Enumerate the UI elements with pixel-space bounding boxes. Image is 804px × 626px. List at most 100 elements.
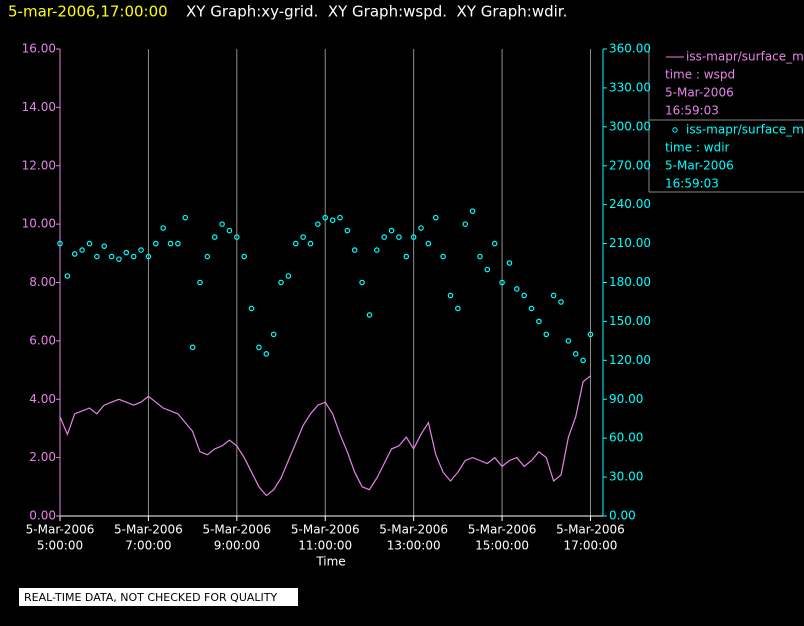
- y2-tick-label: 30.00: [609, 470, 643, 484]
- wdir-point: [528, 305, 535, 312]
- wdir-point: [440, 253, 446, 260]
- x-tick-label: 5-Mar-2006: [26, 523, 95, 537]
- y-tick-label: 12.00: [22, 158, 56, 172]
- y2-tick-label: 300.00: [609, 119, 651, 133]
- x-axis-label: Time: [315, 555, 345, 569]
- wdir-point: [499, 279, 505, 286]
- legend-detail: 16:59:03: [665, 177, 719, 191]
- wdir-point: [175, 240, 181, 247]
- wdir-point: [565, 338, 572, 344]
- x-tick-label: 5-Mar-2006: [291, 523, 360, 537]
- wdir-point: [64, 273, 71, 279]
- wdir-point: [558, 299, 564, 305]
- wdir-point: [160, 225, 166, 231]
- chart-title: 5-mar-2006,17:00:00: [8, 3, 168, 21]
- wdir-point: [580, 357, 586, 364]
- wdir-point: [256, 344, 262, 351]
- x-tick-label: 5-Mar-2006: [379, 523, 448, 537]
- wdir-point: [536, 318, 542, 325]
- legend-detail: time : wspd: [665, 68, 735, 82]
- note-box: [19, 588, 298, 606]
- x-tick-label: 5-Mar-2006: [114, 523, 183, 537]
- note: REAL-TIME DATA, NOT CHECKED FOR QUALITY: [24, 591, 278, 604]
- wdir-point: [315, 221, 321, 227]
- wdir-point: [292, 240, 299, 247]
- wdir-point: [234, 234, 240, 240]
- wdir-point: [521, 292, 527, 299]
- wdir-point: [587, 331, 594, 338]
- wdir-point: [374, 247, 380, 253]
- wdir-point: [329, 217, 336, 224]
- legend-swatch: [672, 127, 678, 133]
- wdir-point: [182, 214, 189, 221]
- x-tick-label: 5-Mar-2006: [468, 523, 537, 537]
- wdir-point: [116, 256, 122, 262]
- wdir-point: [189, 344, 196, 351]
- wdir-point: [138, 247, 144, 253]
- y2-tick-label: 0.00: [609, 509, 636, 523]
- wdir-point: [418, 225, 424, 231]
- wdir-point: [108, 253, 115, 260]
- wdir-point: [455, 305, 461, 312]
- wdir-point: [410, 234, 417, 240]
- x-tick-label: 9:00:00: [214, 539, 260, 553]
- wdir-point: [469, 208, 476, 214]
- wdir-point: [101, 243, 108, 249]
- wdir-point: [484, 266, 491, 273]
- y2-tick-label: 210.00: [609, 236, 651, 250]
- y2-tick-label: 60.00: [609, 431, 643, 445]
- y2-tick-label: 150.00: [609, 314, 651, 328]
- wdir-point: [550, 292, 557, 299]
- wdir-point: [248, 305, 255, 312]
- wdir-point: [130, 253, 137, 260]
- wdir-point: [71, 251, 78, 257]
- legend-detail: 5-Mar-2006: [665, 86, 734, 100]
- legend-detail: 16:59:03: [665, 104, 719, 118]
- wdir-point: [359, 279, 365, 286]
- legend-label: iss-mapr/surface_m: [686, 50, 804, 64]
- wdir-point: [477, 253, 483, 260]
- y-tick-label: 8.00: [29, 275, 56, 289]
- wdir-point: [462, 221, 469, 227]
- wdir-point: [388, 227, 395, 234]
- y2-tick-label: 330.00: [609, 80, 651, 94]
- y-tick-label: 10.00: [22, 217, 56, 231]
- wspd-line: [59, 375, 591, 497]
- wdir-point: [366, 312, 373, 318]
- wdir-point: [572, 351, 579, 357]
- x-tick-label: 5-Mar-2006: [202, 523, 271, 537]
- wdir-point: [241, 253, 247, 260]
- y2-tick-label: 240.00: [609, 197, 651, 211]
- wdir-point: [322, 214, 329, 221]
- wdir-point: [425, 240, 432, 247]
- wdir-point: [152, 240, 159, 247]
- y2-tick-label: 120.00: [609, 353, 651, 367]
- wdir-point: [513, 286, 520, 292]
- wdir-point: [226, 227, 233, 234]
- y-tick-label: 0.00: [29, 509, 56, 523]
- legend-detail: 5-Mar-2006: [665, 159, 734, 173]
- wdir-point: [351, 247, 358, 253]
- wdir-point: [506, 260, 513, 266]
- wdir-point: [396, 234, 402, 240]
- wdir-point: [204, 253, 211, 260]
- wdir-point: [403, 253, 410, 260]
- wdir-point: [197, 279, 203, 286]
- wdir-point: [344, 227, 351, 234]
- wdir-point: [543, 331, 550, 338]
- wdir-point: [167, 240, 174, 247]
- wdir-point: [94, 253, 100, 260]
- wdir-point: [300, 234, 306, 240]
- y-tick-label: 16.00: [22, 42, 56, 56]
- wdir-point: [337, 214, 343, 221]
- wdir-point: [307, 240, 314, 247]
- y2-tick-label: 90.00: [609, 392, 643, 406]
- legend-detail: time : wdir: [665, 141, 730, 155]
- wdir-point: [79, 247, 85, 253]
- chart-subtitle: XY Graph:xy-grid. XY Graph:wspd. XY Grap…: [186, 3, 567, 21]
- y2-tick-label: 360.00: [609, 42, 651, 56]
- wdir-point: [86, 240, 93, 247]
- wdir-point: [381, 234, 387, 240]
